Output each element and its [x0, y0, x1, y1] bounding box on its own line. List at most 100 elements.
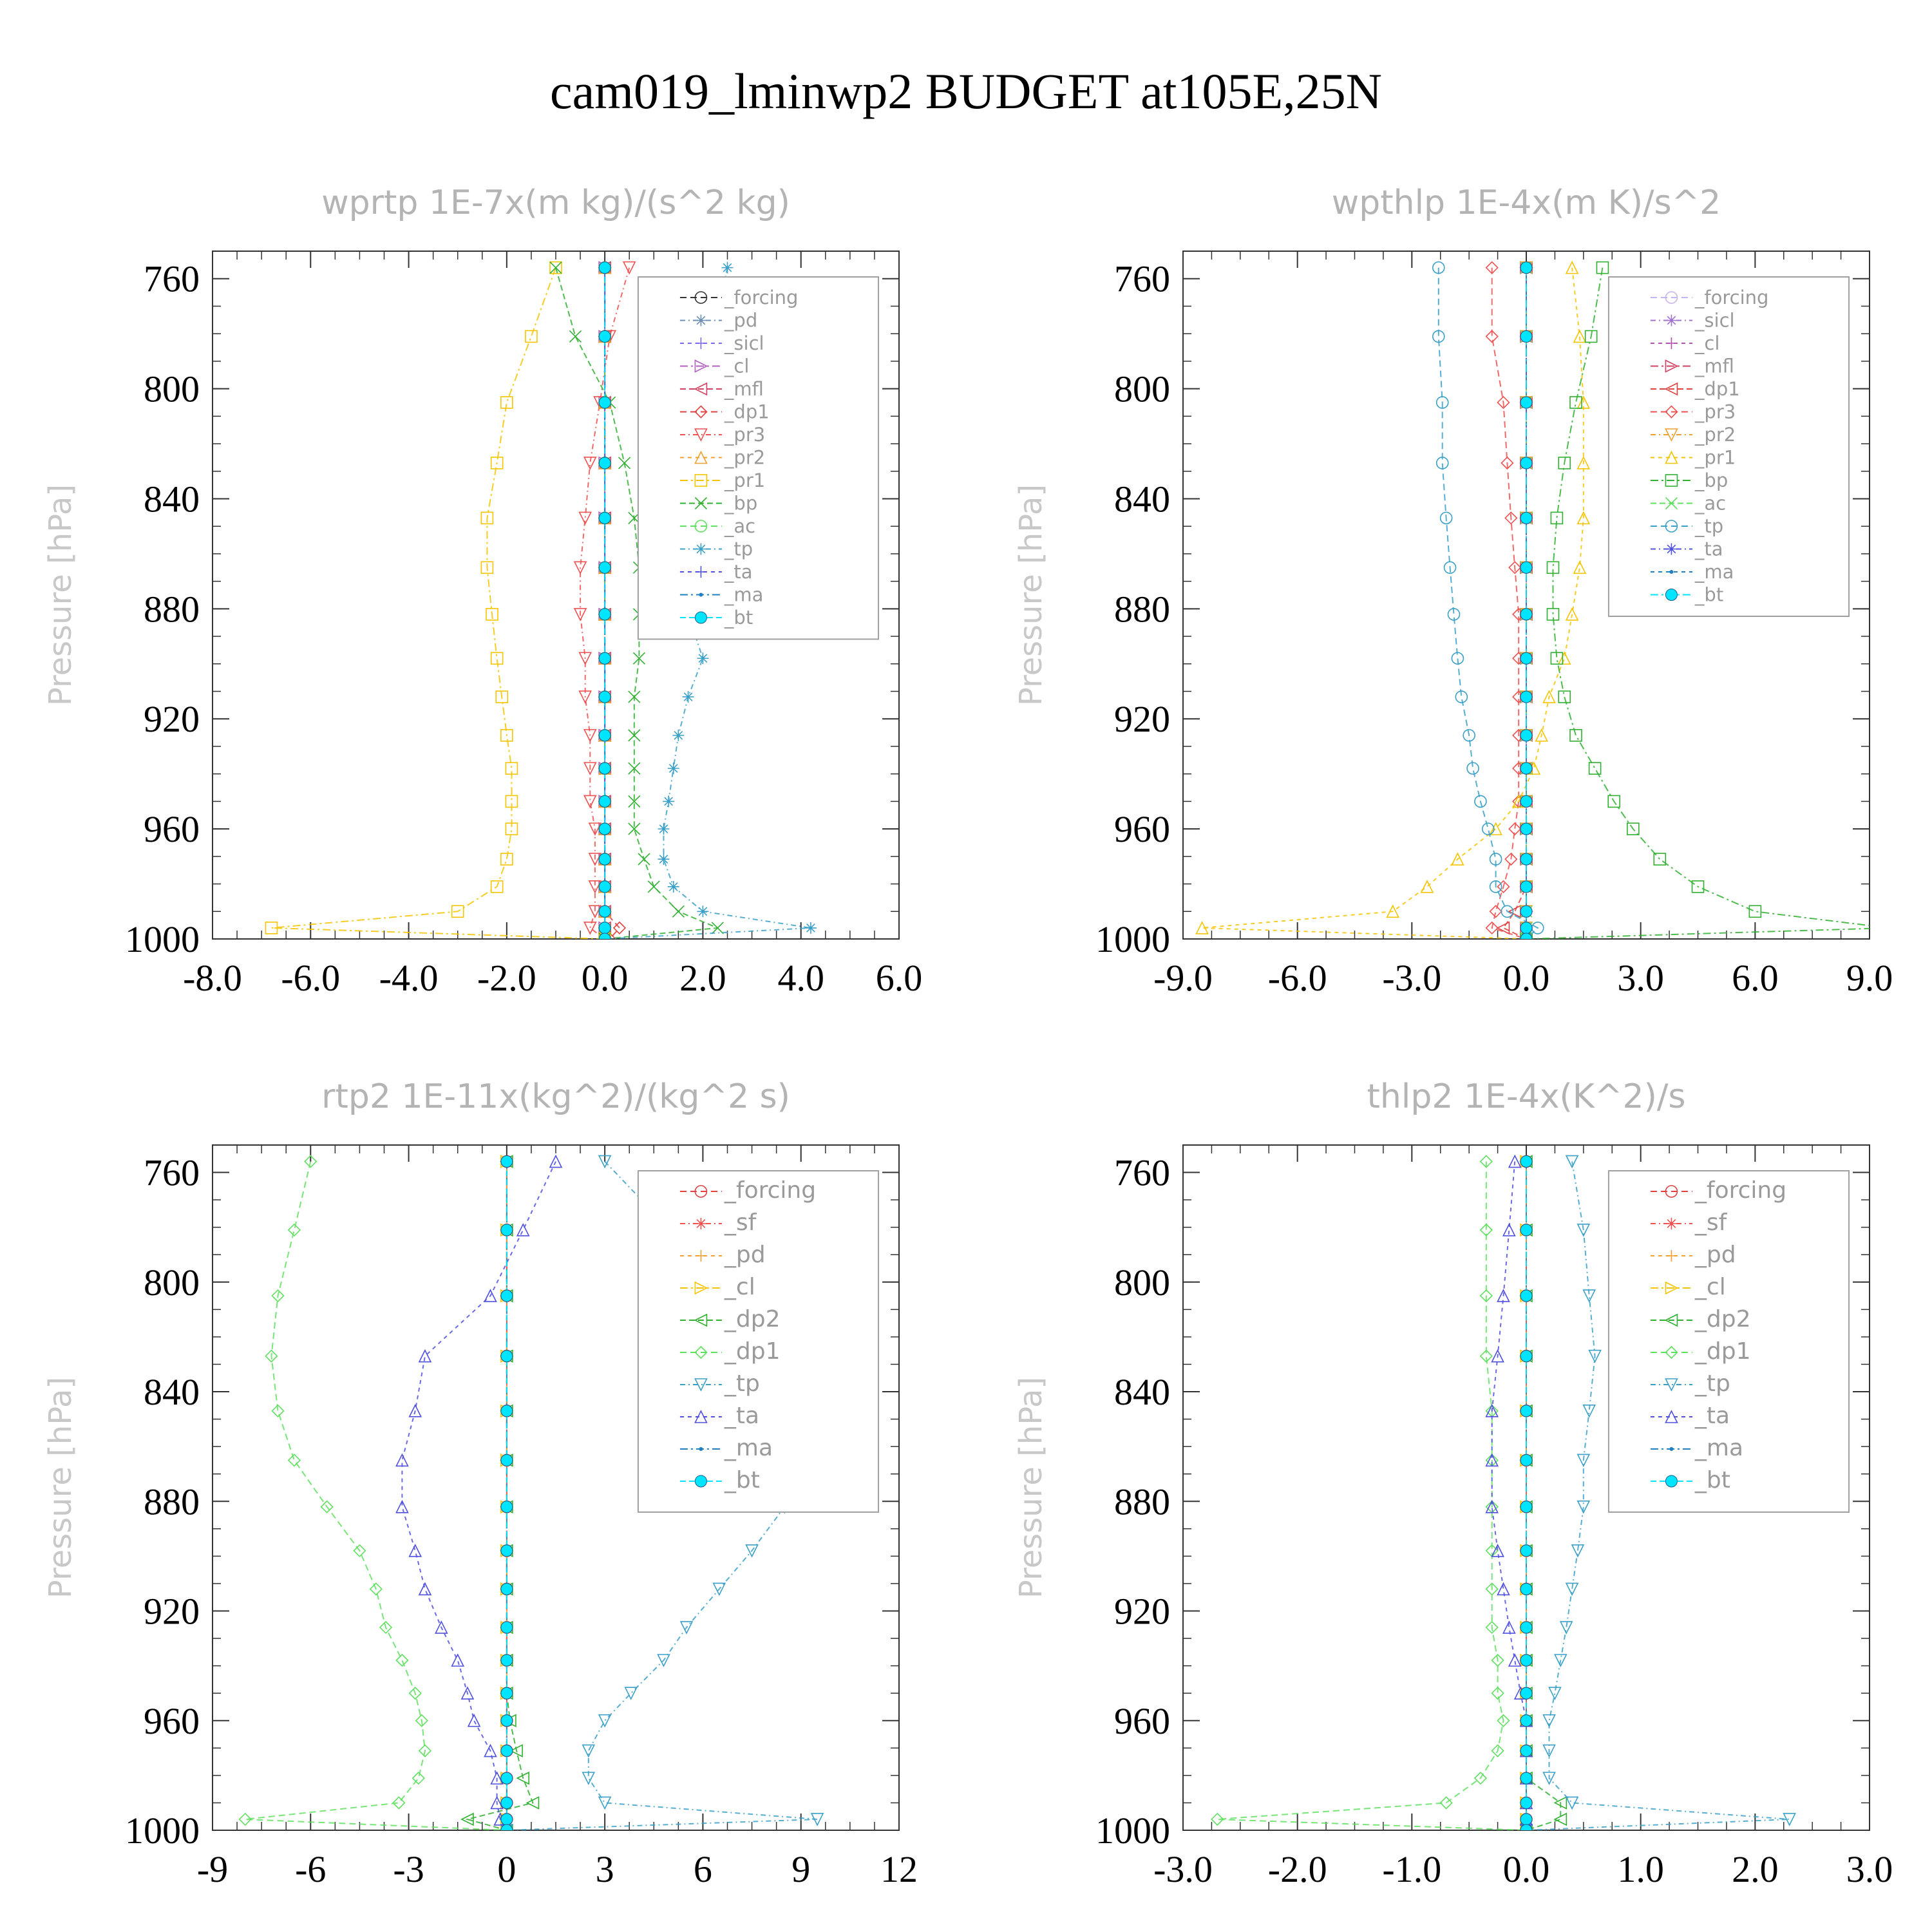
- data-point: [1491, 1653, 1504, 1667]
- data-point: [320, 1500, 334, 1513]
- data-point: [628, 762, 641, 775]
- data-point: [612, 921, 627, 935]
- data-point: [1557, 651, 1571, 665]
- legend-label: _tp: [724, 1370, 760, 1397]
- x-tick-label: -6: [295, 1848, 326, 1890]
- panel-2: wpthlp 1E-4x(m K)/s^2 Pressure [hPa] 760 80…: [1013, 184, 1893, 999]
- data-point: [588, 880, 602, 894]
- data-point: [1520, 1289, 1533, 1302]
- data-point: [1485, 1500, 1499, 1513]
- data-point: [1489, 822, 1502, 835]
- data-point: [526, 1796, 540, 1810]
- y-tick-label: 880: [1114, 1481, 1170, 1522]
- data-point: [1474, 795, 1487, 808]
- data-point: [1542, 690, 1556, 703]
- data-point: [1569, 396, 1582, 409]
- data-point: [435, 1620, 448, 1634]
- legend-marker: [1669, 570, 1674, 574]
- data-point: [287, 1454, 301, 1467]
- legend-marker: [694, 1410, 708, 1423]
- data-point: [1565, 607, 1579, 621]
- data-point: [1577, 456, 1591, 469]
- data-point: [658, 823, 670, 835]
- data-point: [451, 905, 464, 918]
- data-point: [1565, 260, 1579, 274]
- data-point: [460, 1812, 474, 1826]
- legend-label: _pr3: [1694, 401, 1736, 423]
- data-point: [395, 1653, 409, 1667]
- data-point: [583, 795, 597, 809]
- data-point: [1432, 330, 1445, 343]
- data-point: [1211, 1812, 1224, 1826]
- data-point: [1565, 1155, 1579, 1169]
- y-tick-label: 800: [1114, 1262, 1170, 1303]
- data-point: [1584, 330, 1598, 343]
- data-point: [1520, 1772, 1533, 1785]
- data-point: [1489, 880, 1502, 893]
- data-point: [505, 822, 518, 835]
- data-point: [1558, 457, 1571, 469]
- data-point: [484, 1743, 497, 1757]
- x-tick-label: 6.0: [1732, 957, 1779, 999]
- legend-marker: [1665, 291, 1678, 304]
- data-point: [1443, 561, 1457, 574]
- data-point: [1496, 921, 1510, 935]
- y-tick-label: 840: [144, 1371, 200, 1413]
- data-point: [490, 880, 504, 893]
- data-point: [1489, 905, 1502, 918]
- legend-label: _cl: [724, 1274, 755, 1300]
- data-point: [1520, 1796, 1533, 1809]
- legend-marker: [694, 1475, 707, 1488]
- data-point: [1542, 1772, 1556, 1785]
- series-line-tp: [506, 1160, 818, 1830]
- data-point: [1565, 1796, 1579, 1810]
- legend-label: _pr1: [1694, 447, 1736, 469]
- legend-label: _cl: [1694, 1274, 1726, 1300]
- data-point: [238, 1812, 252, 1826]
- data-point: [1485, 1404, 1499, 1417]
- data-point: [369, 1582, 383, 1596]
- data-point: [500, 1582, 513, 1595]
- data-point: [1573, 329, 1587, 343]
- legend-marker: [695, 337, 707, 349]
- data-point: [451, 1653, 465, 1667]
- data-point: [697, 905, 709, 918]
- data-point: [1577, 1224, 1591, 1237]
- y-tick-label: 960: [1114, 808, 1170, 850]
- legend-marker: [1665, 428, 1678, 442]
- data-point: [500, 1772, 513, 1785]
- data-point: [1571, 1544, 1585, 1558]
- data-point: [500, 1745, 513, 1757]
- data-point: [598, 1155, 612, 1169]
- data-point: [1520, 690, 1533, 703]
- data-point: [265, 1349, 278, 1363]
- data-point: [1485, 1453, 1499, 1467]
- y-tick-label: 880: [144, 1481, 200, 1522]
- series-line-bp: [1526, 267, 1870, 939]
- data-point: [1553, 1796, 1567, 1810]
- data-point: [1520, 330, 1533, 343]
- data-point: [712, 1582, 726, 1596]
- data-point: [583, 729, 597, 743]
- data-point: [500, 1544, 513, 1557]
- x-tick-label: 0.0: [1503, 1848, 1550, 1890]
- data-point: [505, 795, 518, 808]
- data-point: [1439, 1796, 1453, 1810]
- data-point: [1447, 608, 1461, 621]
- legend-marker: [1665, 589, 1678, 601]
- y-tick-label: 1000: [125, 1810, 200, 1852]
- data-point: [1577, 511, 1591, 525]
- data-point: [598, 261, 611, 274]
- data-point: [578, 511, 592, 526]
- legend-box: [1607, 276, 1850, 617]
- legend-label: _pd: [724, 310, 757, 332]
- x-tick-label: -1.0: [1382, 1848, 1441, 1890]
- data-point: [1463, 729, 1475, 742]
- x-tick-label: 1.0: [1617, 1848, 1664, 1890]
- data-point: [711, 922, 724, 934]
- data-point: [1542, 1714, 1556, 1728]
- y-tick-label: 960: [144, 1700, 200, 1742]
- legend-label: _cl: [1694, 332, 1720, 354]
- legend-label: _ac: [1694, 493, 1726, 515]
- data-point: [500, 396, 513, 409]
